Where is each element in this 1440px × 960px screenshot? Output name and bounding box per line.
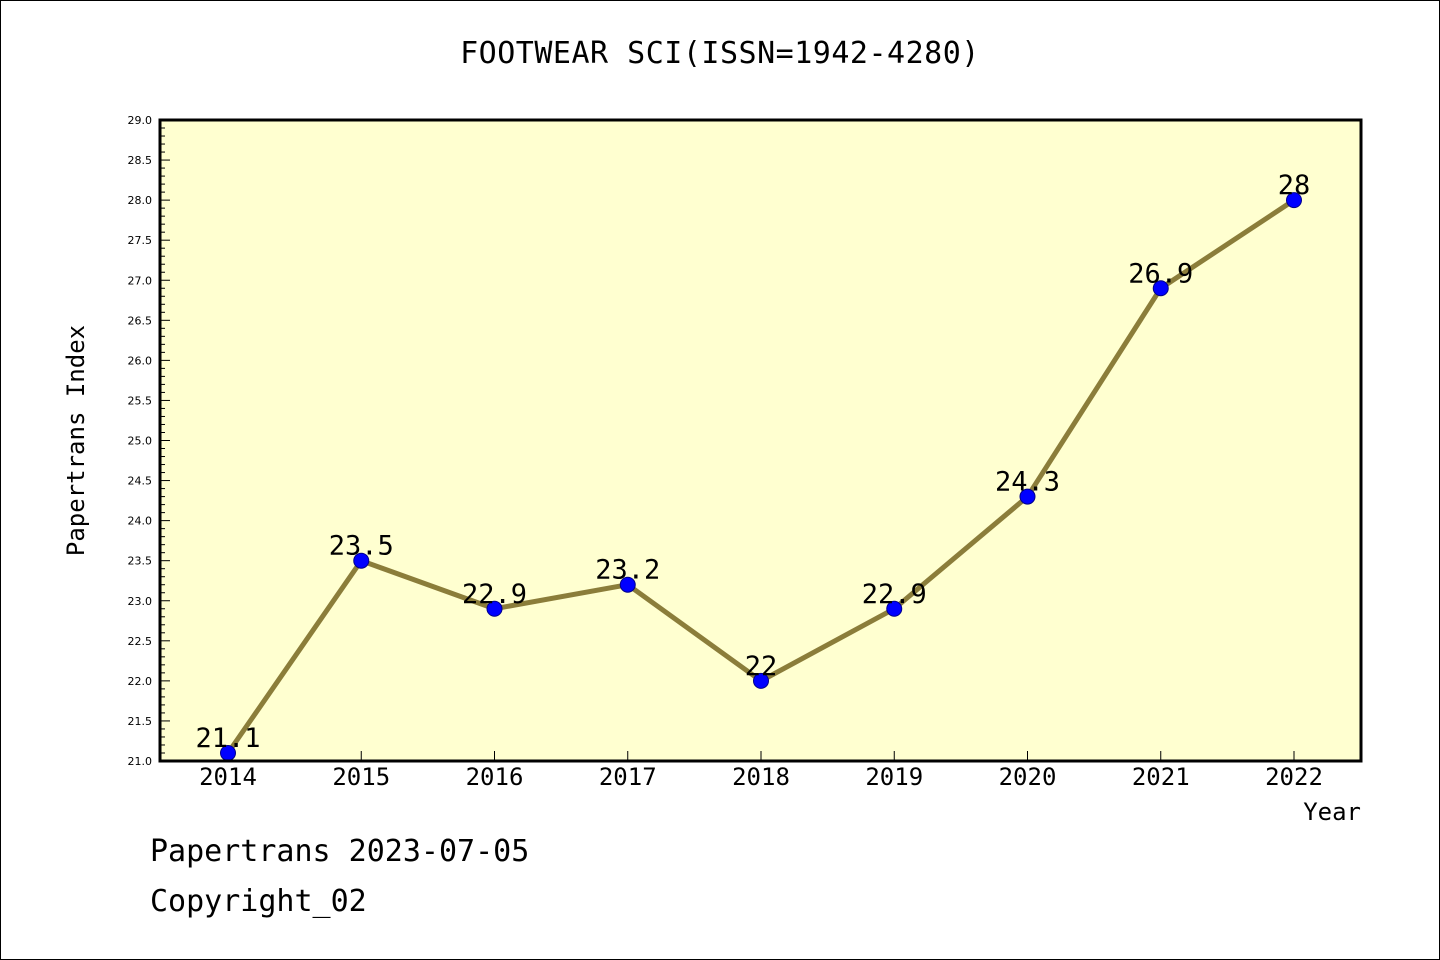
x-tick-label: 2022 xyxy=(1265,763,1323,791)
data-point-2018 xyxy=(753,672,769,689)
y-tick-label: 25.0 xyxy=(128,435,153,448)
y-tick-label: 22.5 xyxy=(128,635,153,648)
x-tick-label: 2021 xyxy=(1132,763,1190,791)
y-tick-label: 24.0 xyxy=(128,515,153,528)
footer-copyright: Copyright_02 xyxy=(150,884,367,919)
y-axis-ticks: 21.0 21.5 22.0 22.5 23.0 23.5 24.0 24.5 25.0 25.5… xyxy=(128,114,170,768)
y-tick-label: 23.5 xyxy=(128,555,153,568)
y-tick-label: 27.0 xyxy=(128,274,153,287)
y-tick-label: 21.5 xyxy=(128,715,153,728)
data-point-2022 xyxy=(1286,192,1302,209)
y-tick-label: 29.0 xyxy=(128,114,153,127)
y-tick-label: 25.5 xyxy=(128,394,153,407)
x-tick-label: 2020 xyxy=(999,763,1057,791)
data-label-2022: 28 xyxy=(1278,170,1311,201)
plot-area xyxy=(160,120,1361,761)
data-label-2018: 22 xyxy=(745,651,778,682)
x-tick-label: 2018 xyxy=(732,763,790,791)
data-label-2015: 23.5 xyxy=(329,531,394,562)
x-tick-label: 2016 xyxy=(466,763,524,791)
x-tick-label: 2017 xyxy=(599,763,657,791)
x-tick-label: 2014 xyxy=(199,763,257,791)
y-tick-label: 23.0 xyxy=(128,595,153,608)
data-point-2016 xyxy=(486,600,503,617)
data-label-2021: 26.9 xyxy=(1128,258,1193,289)
footer-source: Papertrans 2023-07-05 xyxy=(150,834,530,869)
chart-title: FOOTWEAR SCI(ISSN=1942-4280) xyxy=(460,36,980,71)
data-label-2019: 22.9 xyxy=(862,579,927,610)
y-tick-label: 21.0 xyxy=(128,755,153,768)
x-tick-label: 2019 xyxy=(865,763,923,791)
data-label-2016: 22.9 xyxy=(462,579,527,610)
data-labels: 21.1 23.5 22.9 23.2 22 22.9 24.3 26.9 28 xyxy=(195,170,1310,754)
data-point-2021 xyxy=(1152,280,1169,297)
data-point-2017 xyxy=(619,576,636,593)
y-tick-label: 24.5 xyxy=(128,475,153,488)
y-tick-label: 27.5 xyxy=(128,234,153,247)
data-point-2019 xyxy=(886,600,903,617)
data-point-2015 xyxy=(353,552,370,569)
y-tick-label: 28.0 xyxy=(128,194,153,207)
y-tick-label: 26.5 xyxy=(128,314,153,327)
data-label-2020: 24.3 xyxy=(995,467,1060,498)
plot-border xyxy=(158,118,1363,763)
x-axis-ticks: 2014 2015 2016 2017 2018 2019 2020 2021 2022 xyxy=(199,751,1323,791)
x-tick-label: 2015 xyxy=(332,763,390,791)
data-markers xyxy=(220,192,1302,761)
y-axis-label: Papertrans Index xyxy=(62,325,90,556)
data-label-2017: 23.2 xyxy=(595,555,660,586)
y-tick-label: 26.0 xyxy=(128,354,153,367)
data-label-2014: 21.1 xyxy=(195,723,260,754)
y-tick-label: 28.5 xyxy=(128,154,153,167)
y-tick-label: 22.0 xyxy=(128,675,153,688)
x-axis-label: Year xyxy=(1303,798,1361,826)
data-point-2020 xyxy=(1019,488,1036,505)
